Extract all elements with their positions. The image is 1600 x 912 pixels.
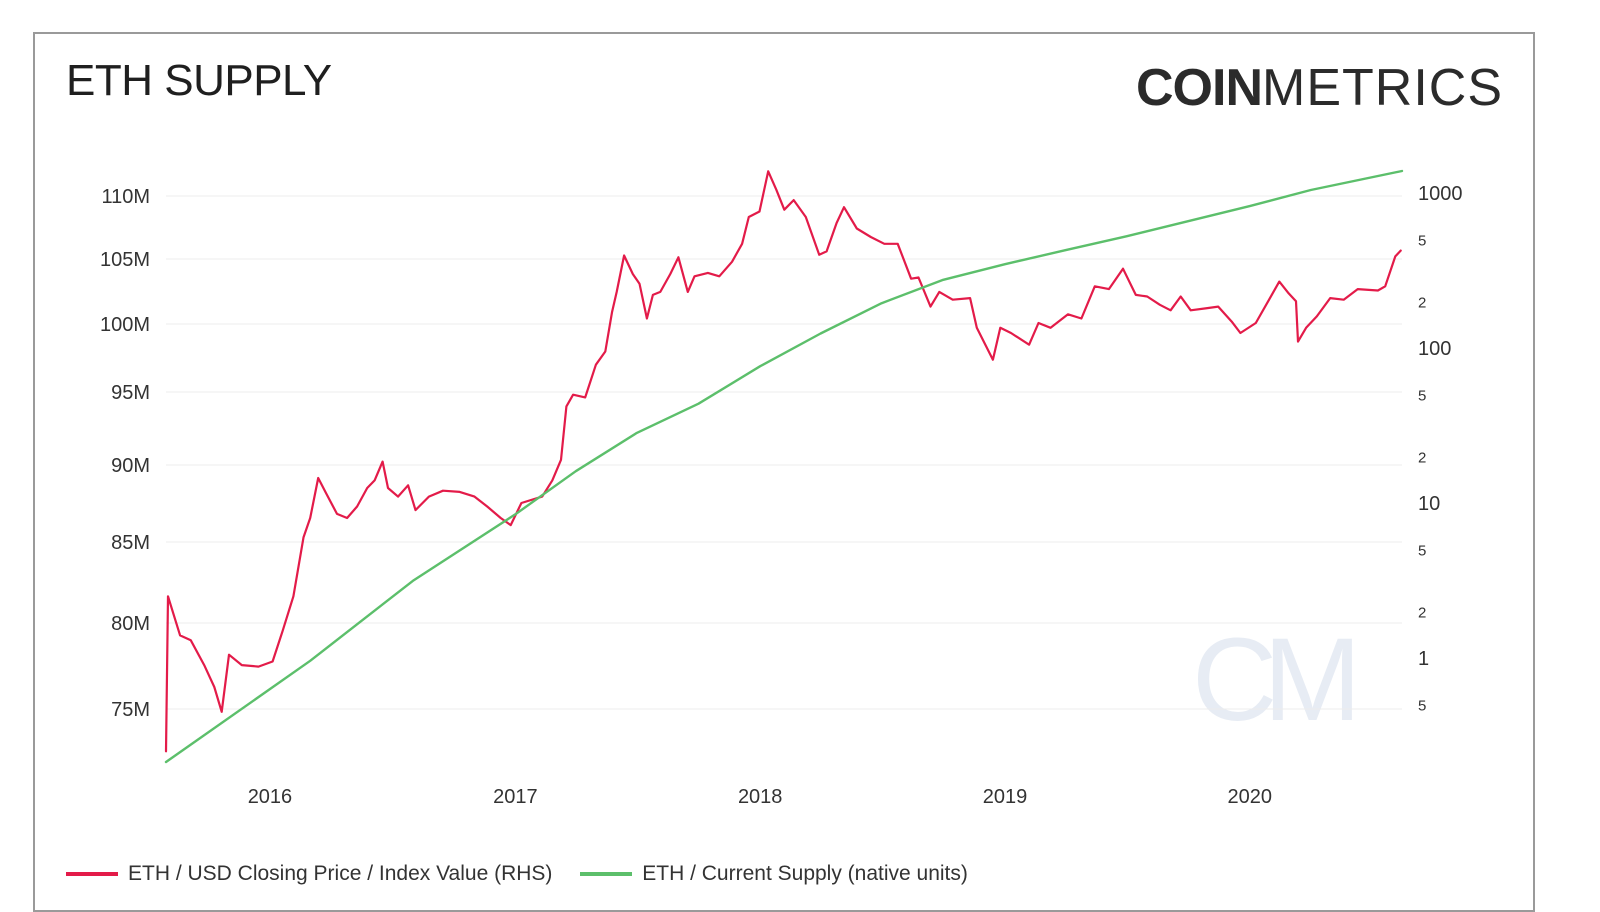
legend-item-supply[interactable]: ETH / Current Supply (native units) <box>580 862 968 886</box>
left-axis-ticks: 75M 80M 85M 90M 95M 100M 105M 110M <box>100 186 150 721</box>
right-tick-label: 1 <box>1418 648 1429 670</box>
x-tick-label-2019: 2019 <box>983 786 1028 808</box>
right-tick-label: 1000 <box>1418 183 1463 205</box>
x-axis-ticks: 2016 2017 2018 2019 2020 <box>248 786 1272 808</box>
legend-label-price: ETH / USD Closing Price / Index Value (R… <box>128 862 553 885</box>
series-layer <box>164 169 1404 764</box>
legend-label-supply: ETH / Current Supply (native units) <box>642 862 968 885</box>
logo-light-part: METRICS <box>1262 59 1503 117</box>
legend-item-price[interactable]: ETH / USD Closing Price / Index Value (R… <box>66 862 552 886</box>
x-tick-label-2017: 2017 <box>493 786 538 808</box>
legend-swatch-supply <box>580 872 633 876</box>
legend-swatch-price <box>66 872 118 876</box>
x-tick-label-2018: 2018 <box>738 786 783 808</box>
right-minor-tick-label: 2 <box>1418 604 1426 621</box>
right-axis-ticks: 1 10 100 1000 5 2 5 2 5 2 5 <box>1418 183 1463 715</box>
cm-watermark-logo: CM <box>1192 614 1361 746</box>
right-minor-tick-label: 2 <box>1418 294 1426 311</box>
left-tick-label: 110M <box>101 186 150 208</box>
left-tick-label: 95M <box>111 382 150 404</box>
right-minor-tick-label: 5 <box>1418 233 1426 250</box>
left-tick-label: 75M <box>111 699 150 721</box>
x-tick-label-2016: 2016 <box>248 786 293 808</box>
right-tick-label: 100 <box>1418 338 1451 360</box>
coinmetrics-logo: COINMETRICS <box>1136 58 1503 118</box>
page-title: ETH SUPPLY <box>66 56 332 105</box>
right-minor-tick-label: 2 <box>1418 449 1426 466</box>
series-line-supply <box>164 169 1404 764</box>
left-tick-label: 100M <box>100 314 150 336</box>
grid-lines <box>166 195 1402 710</box>
right-minor-tick-label: 5 <box>1418 388 1426 405</box>
x-tick-label-2020: 2020 <box>1228 786 1273 808</box>
logo-bold-part: COIN <box>1136 59 1263 117</box>
series-line-price <box>164 170 1402 753</box>
left-tick-label: 105M <box>100 249 150 271</box>
chart-legend: ETH / USD Closing Price / Index Value (R… <box>66 858 990 886</box>
left-tick-label: 85M <box>111 532 150 554</box>
right-minor-tick-label: 5 <box>1418 698 1426 715</box>
left-tick-label: 80M <box>111 613 150 635</box>
right-tick-label: 10 <box>1418 493 1440 515</box>
right-minor-tick-label: 5 <box>1418 543 1426 560</box>
left-tick-label: 90M <box>111 455 150 477</box>
